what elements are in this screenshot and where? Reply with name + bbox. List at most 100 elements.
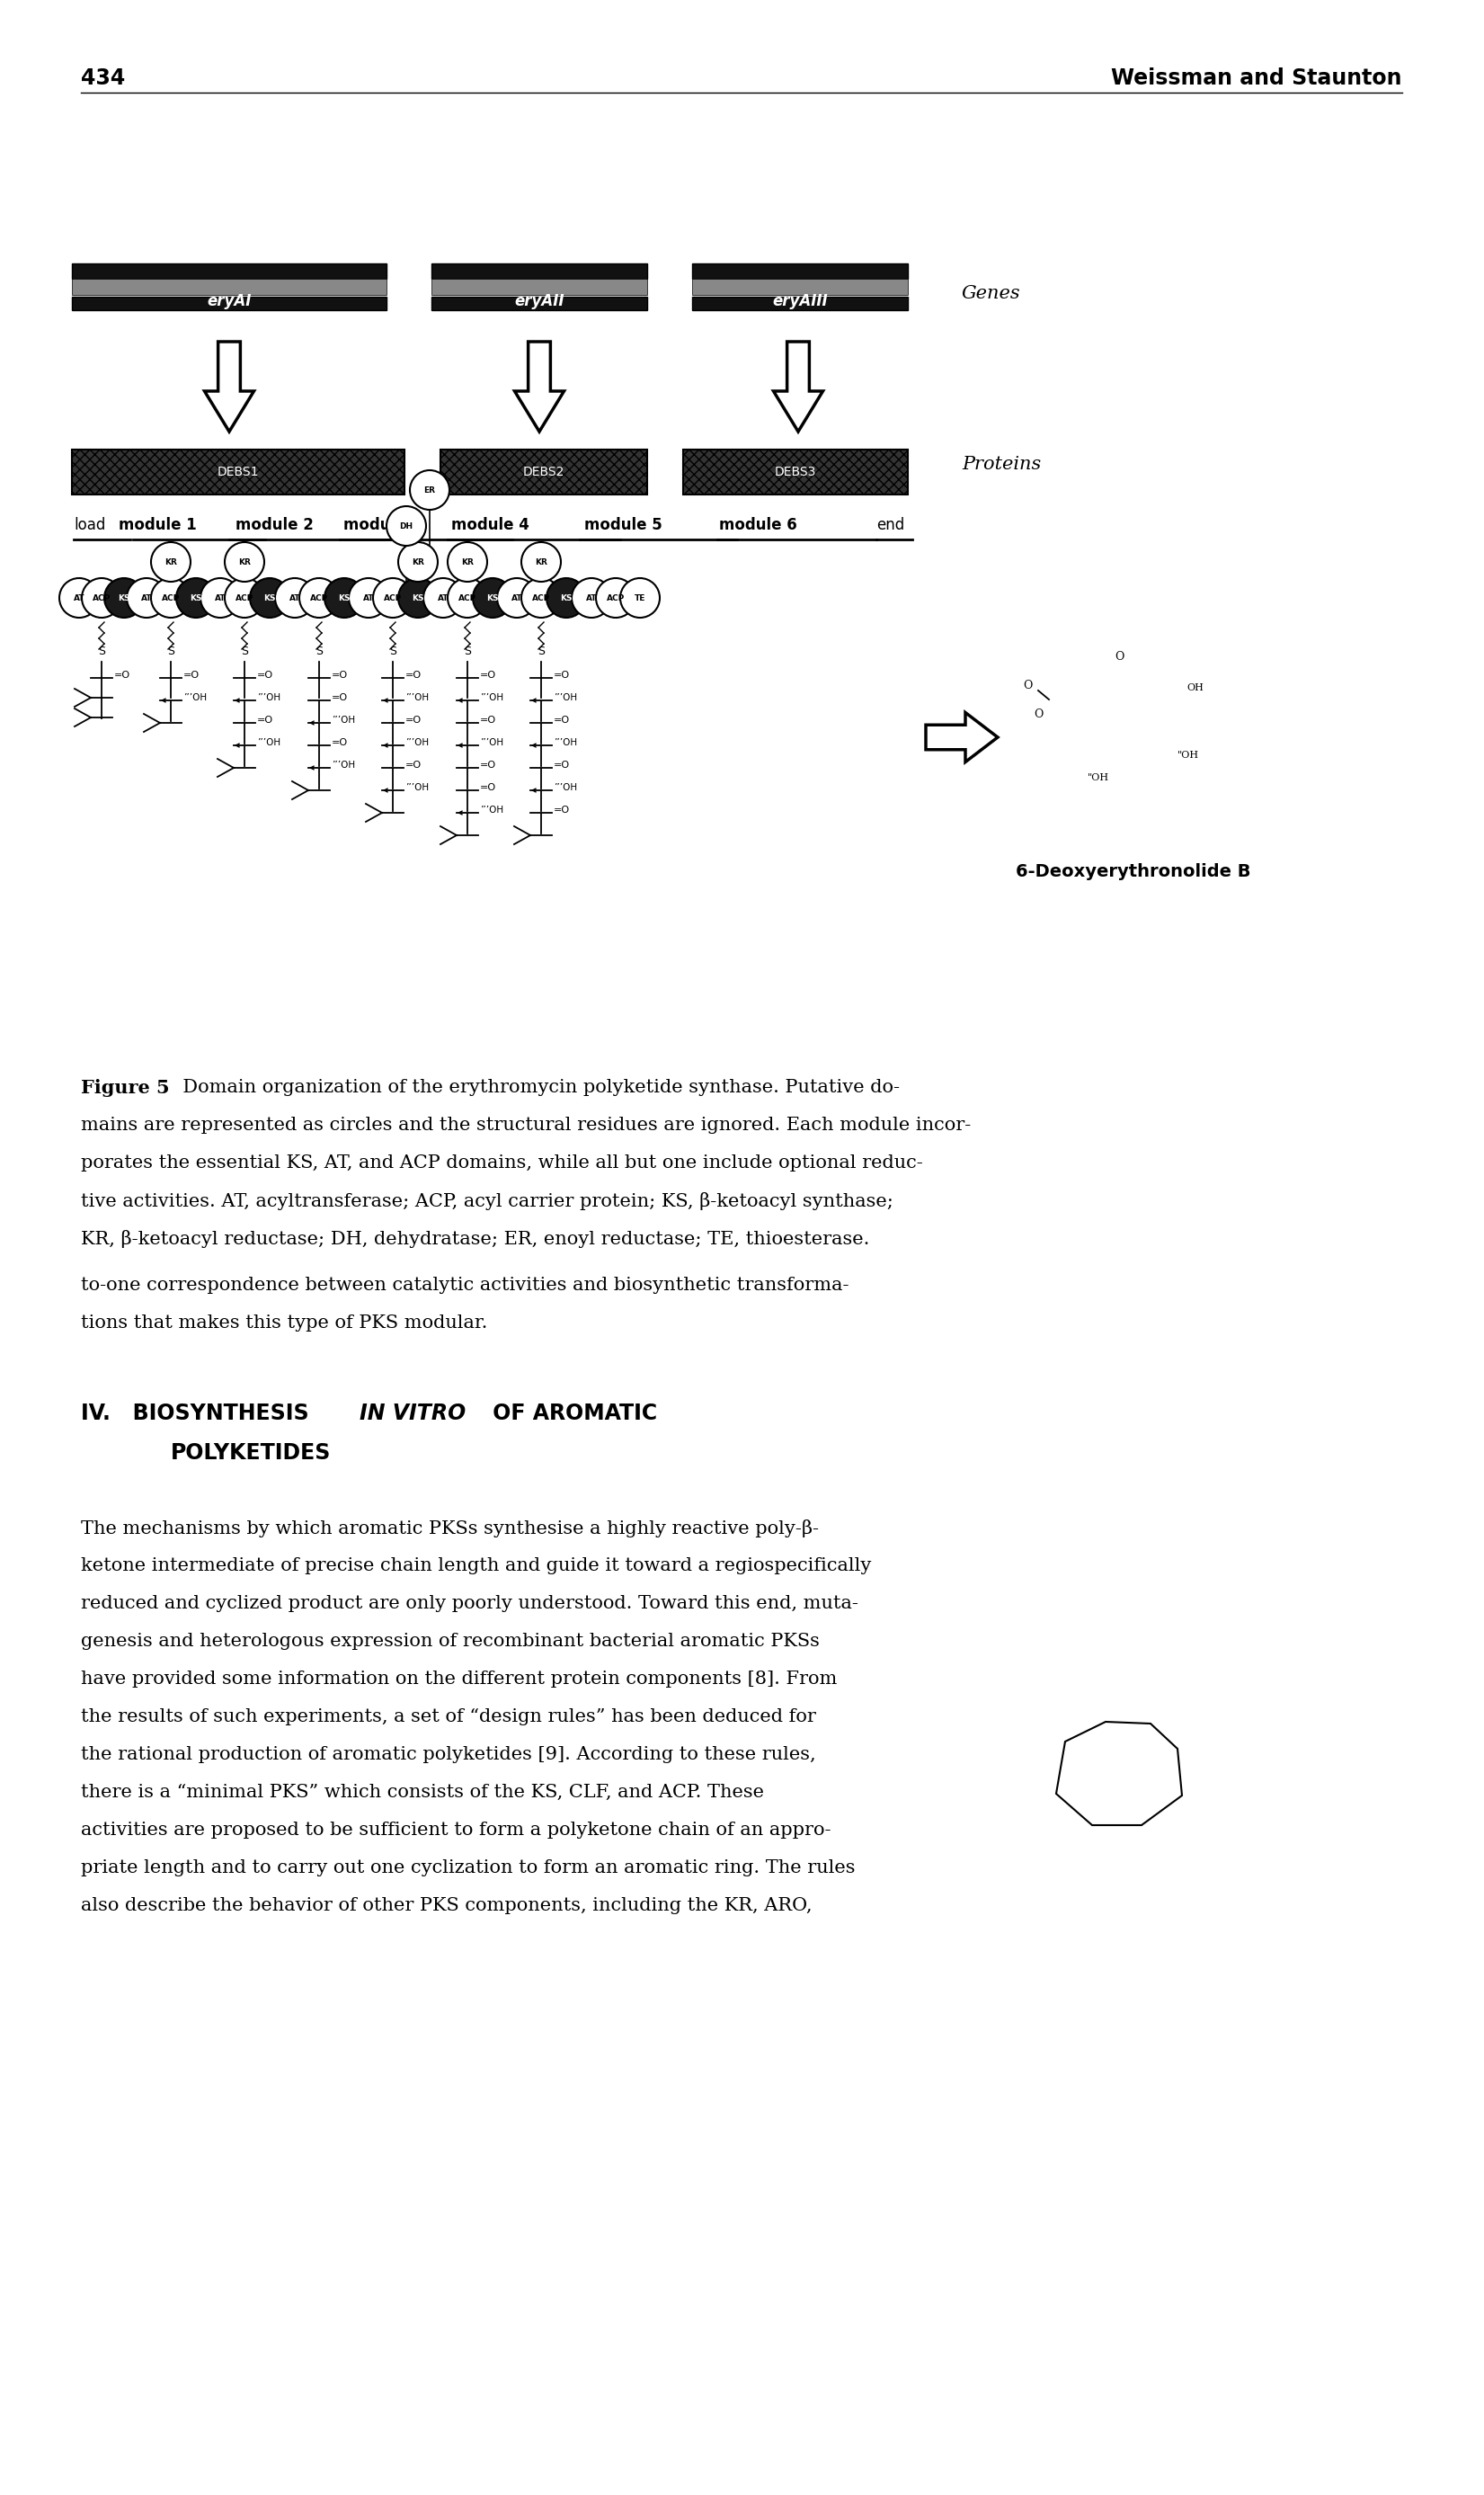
Text: eryAIII: eryAIII — [772, 292, 828, 309]
Text: =O: =O — [184, 671, 200, 679]
Text: =O: =O — [479, 671, 496, 679]
Text: =O: =O — [405, 761, 421, 768]
Text: ’’’OH: ’’’OH — [554, 694, 577, 701]
Text: ’’’OH: ’’’OH — [332, 716, 355, 724]
Text: =O: =O — [114, 671, 131, 679]
Text: also describe the behavior of other PKS components, including the KR, ARO,: also describe the behavior of other PKS … — [82, 1896, 812, 1914]
Bar — [71, 449, 405, 494]
Circle shape — [473, 579, 512, 619]
Text: ’’’OH: ’’’OH — [554, 783, 577, 791]
Text: "OH: "OH — [1177, 751, 1199, 761]
Text: S: S — [98, 646, 105, 656]
Text: Figure 5: Figure 5 — [82, 1078, 169, 1098]
Text: module 2: module 2 — [236, 516, 313, 534]
Bar — [71, 297, 386, 309]
Text: AT: AT — [510, 594, 522, 601]
Circle shape — [597, 579, 635, 619]
Text: ACP: ACP — [607, 594, 625, 601]
Text: KS: KS — [487, 594, 499, 601]
Text: =O: =O — [554, 671, 570, 679]
Text: KR: KR — [239, 559, 251, 566]
Text: "OH: "OH — [1088, 773, 1110, 783]
Bar — [441, 449, 647, 494]
Text: to-one correspondence between catalytic activities and biosynthetic transforma-: to-one correspondence between catalytic … — [82, 1277, 849, 1295]
Text: Weissman and Staunton: Weissman and Staunton — [1112, 67, 1402, 90]
Text: ’’’OH: ’’’OH — [405, 783, 429, 791]
Circle shape — [571, 579, 611, 619]
Text: OH: OH — [1187, 684, 1204, 691]
Text: KS: KS — [117, 594, 131, 601]
Text: load: load — [74, 516, 105, 534]
Text: KS: KS — [338, 594, 350, 601]
Circle shape — [325, 579, 364, 619]
Text: AT: AT — [364, 594, 374, 601]
Bar — [683, 449, 908, 494]
Text: AT: AT — [586, 594, 597, 601]
Circle shape — [620, 579, 660, 619]
Text: =O: =O — [479, 716, 496, 724]
Circle shape — [521, 579, 561, 619]
Text: ’’’OH: ’’’OH — [479, 739, 503, 746]
Bar — [692, 279, 908, 294]
Text: Domain organization of the erythromycin polyketide synthase. Putative do-: Domain organization of the erythromycin … — [171, 1078, 899, 1095]
Text: Genes: Genes — [962, 284, 1021, 302]
Text: KR: KR — [165, 559, 177, 566]
Text: the results of such experiments, a set of “design rules” has been deduced for: the results of such experiments, a set o… — [82, 1709, 816, 1727]
Text: ACP: ACP — [92, 594, 111, 601]
Text: 434: 434 — [82, 67, 125, 90]
Text: AT: AT — [74, 594, 85, 601]
Text: KR: KR — [534, 559, 548, 566]
Text: =O: =O — [332, 739, 347, 746]
Circle shape — [200, 579, 240, 619]
Text: DEBS1: DEBS1 — [217, 467, 260, 479]
Text: O: O — [1022, 679, 1031, 691]
Circle shape — [372, 579, 413, 619]
Text: IN VITRO: IN VITRO — [359, 1402, 466, 1425]
Circle shape — [82, 579, 122, 619]
Text: ACP: ACP — [162, 594, 180, 601]
Circle shape — [151, 541, 190, 581]
Bar — [71, 279, 386, 294]
Bar — [432, 262, 647, 279]
Polygon shape — [773, 342, 824, 432]
Text: S: S — [537, 646, 545, 656]
Text: there is a “minimal PKS” which consists of the KS, CLF, and ACP. These: there is a “minimal PKS” which consists … — [82, 1784, 764, 1801]
Text: module 1: module 1 — [119, 516, 196, 534]
Text: S: S — [389, 646, 396, 656]
Circle shape — [224, 541, 264, 581]
Circle shape — [275, 579, 315, 619]
Circle shape — [59, 579, 99, 619]
Text: DH: DH — [399, 521, 413, 529]
Text: KS: KS — [559, 594, 573, 601]
Text: KR, β-ketoacyl reductase; DH, dehydratase; ER, enoyl reductase; TE, thioesterase: KR, β-ketoacyl reductase; DH, dehydratas… — [82, 1230, 870, 1248]
Text: =O: =O — [405, 671, 421, 679]
Text: eryAII: eryAII — [515, 292, 564, 309]
Text: ’’’OH: ’’’OH — [332, 761, 355, 768]
Circle shape — [104, 579, 144, 619]
Text: eryAI: eryAI — [206, 292, 251, 309]
Text: =O: =O — [554, 806, 570, 813]
Circle shape — [349, 579, 389, 619]
Text: ’’’OH: ’’’OH — [257, 694, 280, 701]
Text: end: end — [877, 516, 904, 534]
Bar — [432, 297, 647, 309]
Text: DEBS3: DEBS3 — [775, 467, 816, 479]
Polygon shape — [926, 714, 997, 761]
Circle shape — [151, 579, 190, 619]
Text: OF AROMATIC: OF AROMATIC — [485, 1402, 657, 1425]
Text: reduced and cyclized product are only poorly understood. Toward this end, muta-: reduced and cyclized product are only po… — [82, 1594, 858, 1612]
Circle shape — [448, 579, 487, 619]
Text: activities are proposed to be sufficient to form a polyketone chain of an appro-: activities are proposed to be sufficient… — [82, 1821, 831, 1839]
Text: =O: =O — [554, 761, 570, 768]
Bar — [692, 262, 908, 279]
Text: ACP: ACP — [236, 594, 254, 601]
Text: ACP: ACP — [384, 594, 402, 601]
Text: S: S — [240, 646, 248, 656]
Text: KR: KR — [462, 559, 473, 566]
Text: ACP: ACP — [459, 594, 476, 601]
Text: TE: TE — [635, 594, 646, 601]
Text: ’’’OH: ’’’OH — [257, 739, 280, 746]
Text: =O: =O — [257, 716, 273, 724]
Text: ’’’OH: ’’’OH — [479, 806, 503, 813]
Text: ’’’OH: ’’’OH — [405, 739, 429, 746]
